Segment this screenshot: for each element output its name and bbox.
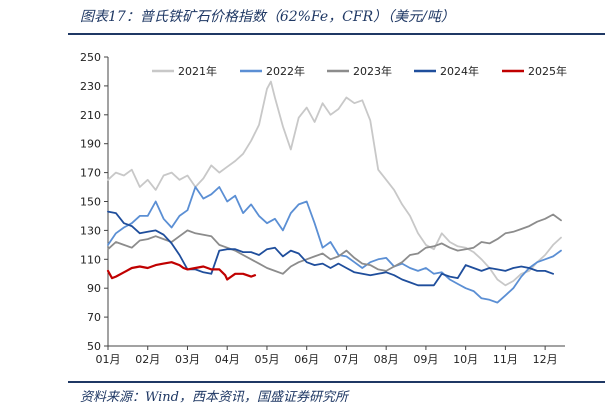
x-tick-label: 02月	[135, 353, 160, 366]
y-tick-label: 190	[80, 138, 101, 151]
y-tick-label: 50	[87, 340, 101, 353]
y-tick-label: 230	[80, 80, 101, 93]
legend-label-1: 2021年	[178, 64, 217, 78]
legend-label-3: 2023年	[353, 64, 392, 78]
series-line-3	[107, 213, 562, 275]
y-tick-label: 170	[80, 167, 101, 180]
bottom-rule	[68, 381, 605, 383]
x-tick-label: 05月	[254, 353, 279, 366]
figure-source: 资料来源：Wind，西本资讯，国盛证券研究所	[80, 390, 348, 405]
x-tick-label: 11月	[493, 353, 518, 366]
legend-label-4: 2024年	[440, 64, 479, 78]
top-rule	[68, 33, 605, 35]
x-tick-label: 09月	[413, 353, 438, 366]
x-tick-label: 08月	[374, 353, 399, 366]
y-tick-label: 250	[80, 51, 101, 64]
x-tick-label: 06月	[294, 353, 319, 366]
x-tick-label: 10月	[453, 353, 478, 366]
x-tick-label: 12月	[533, 353, 558, 366]
legend-label-5: 2025年	[528, 64, 567, 78]
series-line-2	[107, 186, 562, 304]
x-tick-label: 01月	[96, 353, 121, 366]
series-line-4	[107, 210, 554, 287]
y-tick-label: 130	[80, 224, 101, 237]
figure-title: 图表17：普氏铁矿石价格指数（62%Fe，CFR）（美元/吨）	[80, 9, 455, 25]
chart-legend: 2021年 2022年 2023年 2024年 2025年	[152, 64, 567, 78]
y-tick-label: 70	[87, 311, 101, 324]
legend-label-2: 2022年	[266, 64, 305, 78]
y-tick-label: 110	[80, 253, 101, 266]
series-line-5	[106, 261, 257, 281]
y-tick-label: 150	[80, 196, 101, 209]
y-tick-label: 90	[87, 282, 101, 295]
chart-series	[106, 80, 562, 304]
x-tick-label: 03月	[175, 353, 200, 366]
x-tick-label: 04月	[215, 353, 240, 366]
series-line-1	[107, 80, 562, 287]
x-tick-label: 07月	[334, 353, 359, 366]
chart-axes: 50 70 90 110 130 150 170 190 210 230 250 01月 02月 03月 0…	[80, 51, 565, 366]
y-tick-label: 210	[80, 109, 101, 122]
